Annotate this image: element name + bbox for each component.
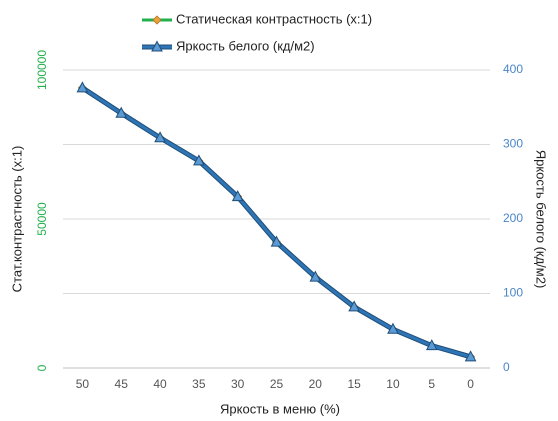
x-tick-label: 45 [115, 377, 129, 391]
y-tick-label: 100000 [35, 50, 49, 90]
marker [387, 322, 399, 334]
legend-label: Яркость белого (кд/м2) [176, 38, 315, 53]
x-tick-label: 25 [270, 377, 284, 391]
y2-tick-label: 300 [503, 137, 523, 151]
marker [348, 300, 360, 312]
y2-tick-label: 200 [503, 211, 523, 225]
x-tick-label: 20 [309, 377, 323, 391]
x-tick-label: 30 [231, 377, 245, 391]
y2-tick-label: 0 [503, 360, 510, 374]
x-tick-label: 50 [76, 377, 90, 391]
x-tick-label: 10 [386, 377, 400, 391]
y-axis-title: Стат.контрастность (x:1) [9, 146, 24, 293]
marker [309, 270, 322, 282]
marker [464, 350, 477, 362]
x-tick-label: 15 [347, 377, 361, 391]
marker [151, 40, 163, 52]
x-axis-title: Яркость в меню (%) [220, 401, 340, 416]
y-tick-label: 0 [35, 364, 49, 371]
marker [154, 131, 166, 143]
marker [193, 154, 205, 166]
x-tick-label: 0 [467, 377, 474, 391]
marker [231, 190, 244, 202]
y2-tick-label: 100 [503, 286, 523, 300]
y2-axis-title: Яркость белого (кд/м2) [534, 150, 549, 289]
y-tick-label: 50000 [35, 202, 49, 236]
marker [270, 235, 283, 247]
x-tick-label: 5 [428, 377, 435, 391]
line-outline [81, 85, 472, 360]
y2-tick-label: 400 [503, 62, 523, 76]
marker [115, 106, 128, 118]
x-tick-label: 40 [153, 377, 167, 391]
marker [152, 15, 162, 25]
marker [425, 339, 438, 351]
legend-label: Статическая контрастность (x:1) [176, 11, 372, 26]
marker [76, 81, 89, 93]
x-tick-label: 35 [192, 377, 206, 391]
